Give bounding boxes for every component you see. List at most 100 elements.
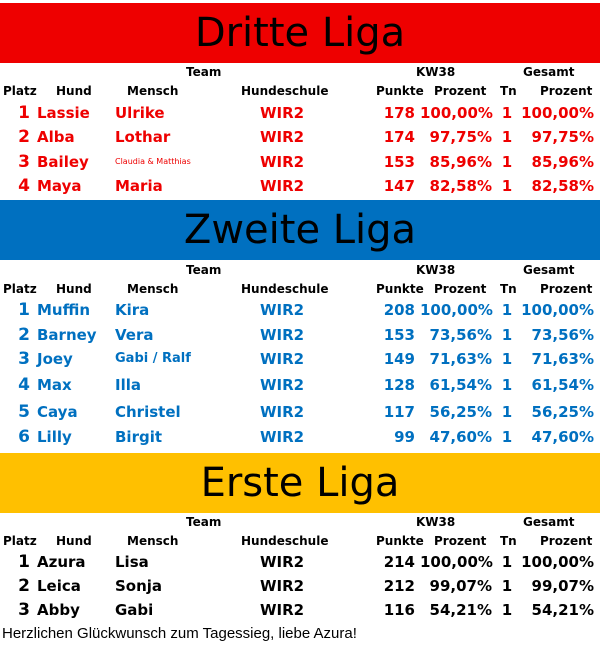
cell-hund: Lilly [37,428,72,446]
cell-gesamt: 71,63% [531,350,594,368]
header-week: KW38 [416,263,456,277]
cell-prozent: 99,07% [429,577,492,595]
cell-punkte: 128 [383,376,415,394]
cell-tn: 1 [501,104,513,122]
cell-tn: 1 [501,403,513,421]
header-hundeschule: Hundeschule [241,282,329,296]
header-mensch: Mensch [127,534,179,548]
cell-punkte: 212 [383,577,415,595]
cell-prozent: 61,54% [429,376,492,394]
header-total: Gesamt [523,515,575,529]
header-gesamt-prozent: Prozent [540,84,593,98]
header-prozent: Prozent [434,84,487,98]
header-total: Gesamt [523,65,575,79]
cell-gesamt: 100,00% [521,104,594,122]
cell-gesamt: 97,75% [531,128,594,146]
cell-tn: 1 [501,301,513,319]
cell-hundeschule: WIR2 [259,601,305,619]
header-tn: Tn [500,534,517,548]
cell-platz: 3 [18,600,30,620]
table-row: 1 Azura Lisa WIR2 214 100,00% 1 100,00% [0,550,600,574]
table-row: 3 Abby Gabi WIR2 116 54,21% 1 54,21% [0,598,600,622]
cell-mensch: Gabi / Ralf [115,351,191,366]
cell-mensch: Kira [115,301,150,319]
cell-mensch: Illa [115,376,141,394]
header-tn: Tn [500,84,517,98]
cell-punkte: 178 [383,104,415,122]
header-total: Gesamt [523,263,575,277]
cell-hund: Alba [37,128,75,146]
table-row: 3 Joey Gabi / Ralf WIR2 149 71,63% 1 71,… [0,347,600,371]
header-punkte: Punkte [376,84,424,98]
cell-hund: Maya [37,177,82,195]
cell-gesamt: 56,25% [531,403,594,421]
cell-mensch: Vera [115,326,154,344]
cell-punkte: 208 [383,301,415,319]
cell-gesamt: 47,60% [531,428,594,446]
cell-hundeschule: WIR2 [259,403,305,421]
cell-prozent: 97,75% [429,128,492,146]
cell-platz: 3 [18,349,30,369]
cell-hundeschule: WIR2 [259,153,305,171]
cell-hundeschule: WIR2 [259,553,305,571]
cell-prozent: 56,25% [429,403,492,421]
cell-platz: 6 [18,427,30,447]
cell-prozent: 82,58% [429,177,492,195]
banner-erste-liga: Erste Liga [0,453,600,513]
cell-hund: Azura [37,553,86,571]
cell-platz: 1 [18,300,30,320]
league-title: Zweite Liga [183,207,417,253]
header-team: Team [186,263,222,277]
cell-hund: Lassie [37,104,90,122]
cell-gesamt: 99,07% [531,577,594,595]
header-platz: Platz [3,84,37,98]
league-title: Dritte Liga [194,10,406,56]
cell-punkte: 99 [394,428,415,446]
cell-hundeschule: WIR2 [259,326,305,344]
banner-zweite-liga: Zweite Liga [0,200,600,260]
cell-hundeschule: WIR2 [259,104,305,122]
cell-mensch: Birgit [115,428,163,446]
cell-tn: 1 [501,153,513,171]
header-punkte: Punkte [376,282,424,296]
cell-platz: 2 [18,325,30,345]
header-week: KW38 [416,65,456,79]
table-row: 2 Leica Sonja WIR2 212 99,07% 1 99,07% [0,574,600,598]
cell-hund: Abby [37,601,80,619]
cell-gesamt: 100,00% [521,553,594,571]
cell-hundeschule: WIR2 [259,301,305,319]
cell-hundeschule: WIR2 [259,376,305,394]
table-row: 6 Lilly Birgit WIR2 99 47,60% 1 47,60% [0,425,600,449]
cell-hundeschule: WIR2 [259,350,305,368]
cell-mensch: Christel [115,403,181,421]
cell-gesamt: 82,58% [531,177,594,195]
cell-gesamt: 85,96% [531,153,594,171]
banner-dritte-liga: Dritte Liga [0,3,600,63]
cell-punkte: 153 [383,153,415,171]
cell-platz: 4 [18,176,30,196]
cell-punkte: 117 [383,403,415,421]
table-row: 2 Alba Lothar WIR2 174 97,75% 1 97,75% [0,125,600,149]
cell-platz: 2 [18,127,30,147]
cell-tn: 1 [501,553,513,571]
cell-hund: Bailey [37,153,89,171]
cell-hundeschule: WIR2 [259,128,305,146]
cell-hundeschule: WIR2 [259,177,305,195]
header-hund: Hund [56,534,92,548]
cell-hundeschule: WIR2 [259,428,305,446]
table-row: 1 Muffin Kira WIR2 208 100,00% 1 100,00% [0,298,600,322]
header-platz: Platz [3,282,37,296]
cell-platz: 1 [18,103,30,123]
cell-prozent: 71,63% [429,350,492,368]
cell-tn: 1 [501,128,513,146]
cell-tn: 1 [501,177,513,195]
congratulations-text: Herzlichen Glückwunsch zum Tagessieg, li… [2,625,357,642]
cell-punkte: 147 [383,177,415,195]
header-tn: Tn [500,282,517,296]
cell-punkte: 116 [383,601,415,619]
cell-tn: 1 [501,326,513,344]
header-hund: Hund [56,282,92,296]
cell-prozent: 85,96% [429,153,492,171]
cell-gesamt: 54,21% [531,601,594,619]
cell-mensch: Lisa [115,553,149,571]
